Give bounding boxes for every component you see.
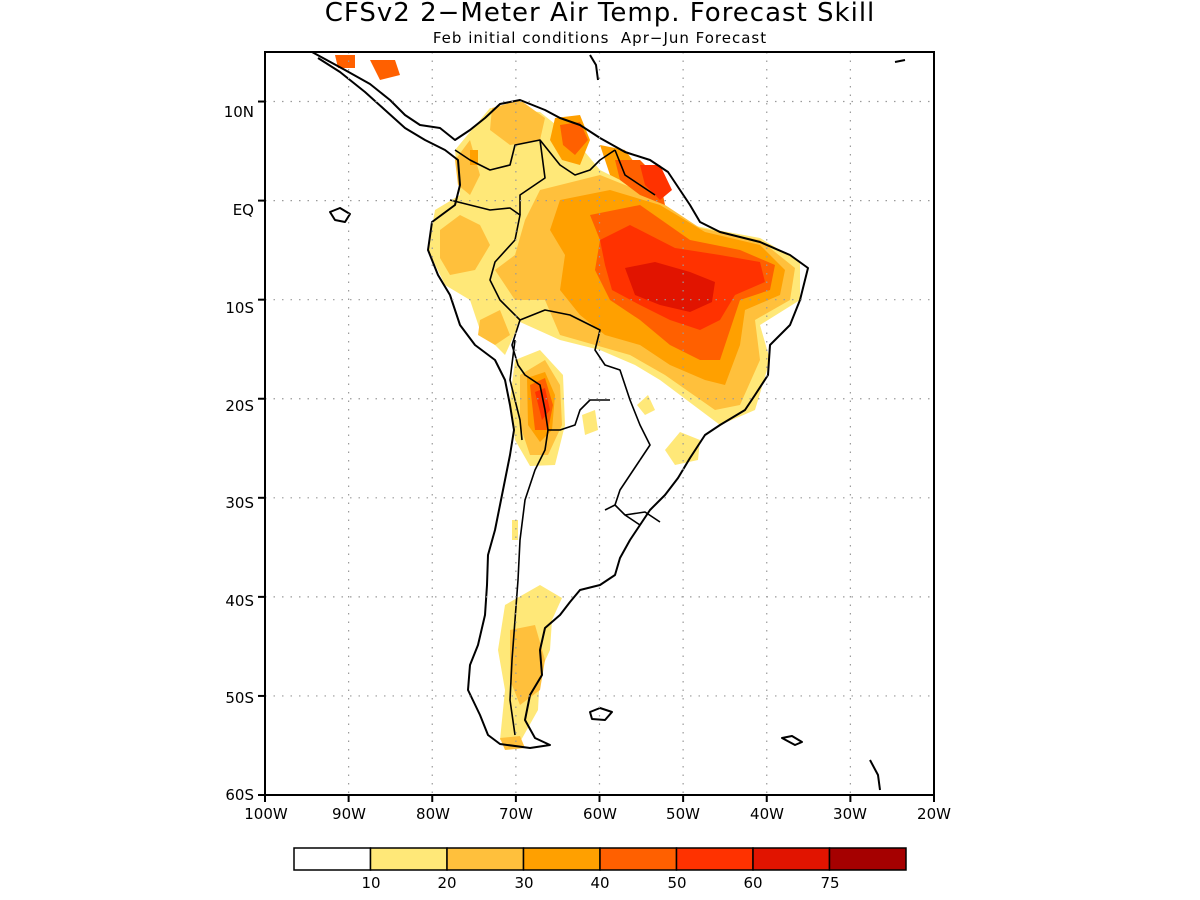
map-subtitle: Feb initial conditions Apr−Jun Forecast bbox=[432, 29, 768, 47]
colorbar-label: 60 bbox=[743, 874, 762, 892]
lon-tick-label: 40W bbox=[750, 805, 784, 823]
colorbar-label: 20 bbox=[437, 874, 456, 892]
colorbar-swatch bbox=[599, 847, 678, 871]
colorbar-label: 75 bbox=[820, 874, 839, 892]
lat-tick-label: 40S bbox=[225, 592, 254, 610]
colorbar-swatch bbox=[293, 847, 372, 871]
colorbar-label: 10 bbox=[361, 874, 380, 892]
colorbar: 10 20 30 40 50 60 75 bbox=[293, 847, 907, 892]
colorbar-swatch bbox=[446, 847, 525, 871]
colorbar-swatch bbox=[522, 847, 601, 871]
map-layers bbox=[265, 52, 934, 795]
lon-tick-label: 90W bbox=[332, 805, 366, 823]
lon-tick-label: 30W bbox=[833, 805, 867, 823]
colorbar-swatch bbox=[369, 847, 448, 871]
colorbar-swatch bbox=[752, 847, 831, 871]
lat-axis: 10N EQ 10S 20S 30S 40S 50S 60S bbox=[224, 103, 254, 804]
lat-tick-label: 60S bbox=[225, 786, 254, 804]
colorbar-swatch bbox=[828, 847, 907, 871]
lat-tick-label: 30S bbox=[225, 494, 254, 512]
graticule-grid bbox=[265, 52, 934, 795]
colorbar-label: 50 bbox=[667, 874, 686, 892]
lon-tick-label: 60W bbox=[583, 805, 617, 823]
lon-tick-label: 70W bbox=[499, 805, 533, 823]
lon-axis: 100W 90W 80W 70W 60W 50W 40W 30W 20W bbox=[244, 805, 951, 823]
lat-tick-label: 10S bbox=[225, 299, 254, 317]
lat-tick-label: 50S bbox=[225, 689, 254, 707]
lat-tick-label: 20S bbox=[225, 397, 254, 415]
lat-tick-label: 10N bbox=[224, 103, 254, 121]
colorbar-swatch bbox=[675, 847, 754, 871]
coastlines bbox=[311, 52, 906, 791]
lon-tick-label: 80W bbox=[416, 805, 450, 823]
lat-tick-label: EQ bbox=[233, 201, 254, 219]
colorbar-label: 30 bbox=[514, 874, 533, 892]
colorbar-label: 40 bbox=[590, 874, 609, 892]
lon-tick-label: 20W bbox=[917, 805, 951, 823]
map-title: CFSv2 2−Meter Air Temp. Forecast Skill bbox=[324, 0, 876, 28]
axis-ticks bbox=[258, 100, 935, 802]
lon-tick-label: 50W bbox=[666, 805, 700, 823]
lon-tick-label: 100W bbox=[244, 805, 288, 823]
country-borders bbox=[449, 139, 661, 736]
